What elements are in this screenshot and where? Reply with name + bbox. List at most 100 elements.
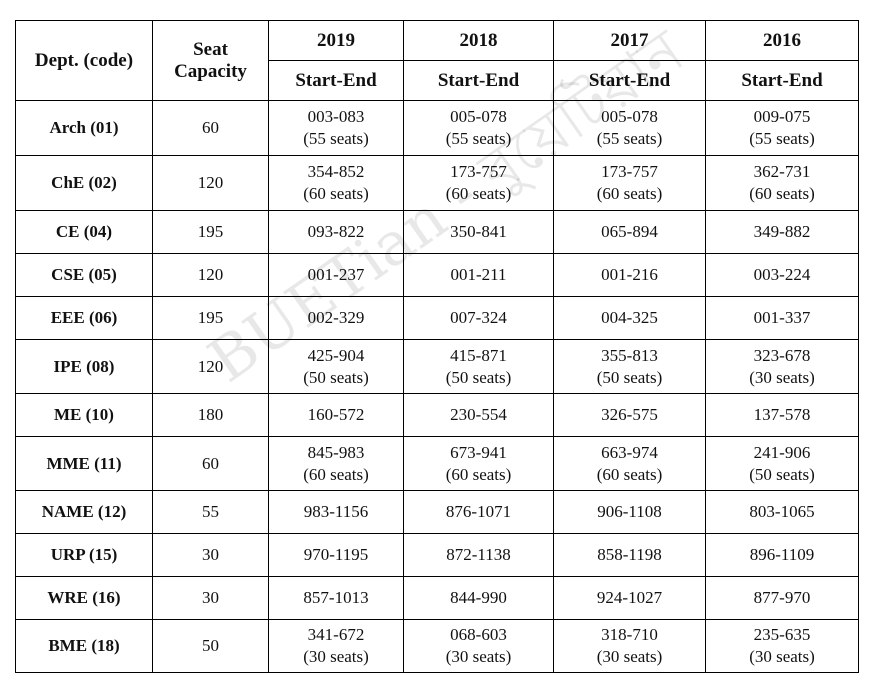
range-cell: 349-882	[705, 210, 859, 254]
range-cell: 001-211	[403, 253, 554, 297]
range-cell: 663-974 (60 seats)	[553, 436, 706, 491]
seat-count: (60 seats)	[596, 184, 663, 203]
range-text: 001-237	[307, 265, 365, 284]
subheader: Start-End	[553, 60, 706, 101]
dept-cell: Arch (01)	[15, 100, 153, 156]
header-row: Dept. (code) Seat Capacity 2019 2018 201…	[15, 20, 859, 101]
range-cell: 354-852 (60 seats)	[268, 155, 404, 211]
range-text: 355-813	[601, 345, 658, 365]
subheader: Start-End	[705, 60, 859, 101]
range-cell: 803-1065	[705, 490, 859, 534]
range-text: 354-852	[307, 162, 365, 181]
seat-count: (60 seats)	[596, 464, 663, 484]
dept-cell: WRE (16)	[15, 576, 153, 620]
range-cell: 230-554	[403, 393, 554, 437]
dept-header: Dept. (code)	[15, 20, 153, 101]
table-row: CSE (05) 120 001-237 001-211 001-216 003-224	[15, 253, 859, 297]
range-text: 663-974	[601, 442, 658, 462]
range-cell: 845-983 (60 seats)	[268, 436, 404, 491]
range-cell: 001-337	[705, 296, 859, 340]
range-text: 065-894	[601, 222, 658, 241]
range-text: 003-083	[307, 107, 365, 126]
range-cell: 009-075 (55 seats)	[705, 100, 859, 156]
table-row: IPE (08) 120 425-904 (50 seats) 415-871 (50 s…	[15, 339, 859, 394]
range-text: 009-075	[753, 107, 811, 126]
range-text: 872-1138	[446, 545, 511, 564]
dept-cell: URP (15)	[15, 533, 153, 577]
range-text: 845-983	[307, 442, 365, 462]
range-cell: 003-224	[705, 253, 859, 297]
seat-count: (60 seats)	[303, 464, 369, 484]
table-row: WRE (16) 30 857-1013 844-990 924-1027 877-970	[15, 576, 859, 620]
range-text: 137-578	[753, 405, 811, 424]
range-cell: 003-083 (55 seats)	[268, 100, 404, 156]
range-cell: 007-324	[403, 296, 554, 340]
dept-cell: MME (11)	[15, 436, 153, 491]
seat-count: (55 seats)	[445, 129, 512, 148]
capacity-cell: 120	[152, 339, 269, 394]
range-text: 857-1013	[303, 588, 369, 607]
cutoff-table: Dept. (code) Seat Capacity 2019 2018 201…	[15, 20, 859, 673]
capacity-cell: 60	[152, 100, 269, 156]
range-text: 349-882	[753, 222, 811, 241]
range-cell: 005-078 (55 seats)	[553, 100, 706, 156]
capacity-header: Seat Capacity	[152, 20, 269, 101]
table-row: ChE (02) 120 354-852 (60 seats) 173-757 (60 s…	[15, 155, 859, 211]
seat-count: (55 seats)	[596, 129, 663, 148]
range-text: 001-337	[753, 308, 811, 327]
table-row: Arch (01) 60 003-083 (55 seats) 005-078 (55 s…	[15, 100, 859, 156]
dept-cell: CE (04)	[15, 210, 153, 254]
seat-count: (60 seats)	[749, 184, 815, 203]
range-cell: 970-1195	[268, 533, 404, 577]
range-text: 415-871	[450, 345, 507, 365]
range-text: 970-1195	[303, 545, 369, 564]
capacity-cell: 60	[152, 436, 269, 491]
capacity-cell: 195	[152, 210, 269, 254]
seat-count: (30 seats)	[749, 647, 815, 666]
seat-count: (50 seats)	[303, 367, 369, 387]
dept-cell: EEE (06)	[15, 296, 153, 340]
subheader: Start-End	[403, 60, 554, 101]
range-text: 924-1027	[596, 588, 663, 607]
range-cell: 906-1108	[553, 490, 706, 534]
range-cell: 355-813 (50 seats)	[553, 339, 706, 394]
capacity-cell: 180	[152, 393, 269, 437]
dept-cell: BME (18)	[15, 619, 153, 673]
subheader-row: Start-End Start-End Start-End Start-End	[16, 60, 859, 101]
range-cell: 323-678 (30 seats)	[705, 339, 859, 394]
range-text: 005-078	[601, 107, 658, 126]
range-text: 876-1071	[445, 502, 512, 521]
seat-count: (50 seats)	[749, 464, 815, 484]
range-cell: 362-731 (60 seats)	[705, 155, 859, 211]
range-text: 160-572	[307, 405, 365, 424]
seat-count: (30 seats)	[303, 647, 369, 666]
seat-count: (30 seats)	[596, 647, 663, 666]
capacity-cell: 120	[152, 155, 269, 211]
range-cell: 858-1198	[553, 533, 706, 577]
dept-cell: CSE (05)	[15, 253, 153, 297]
range-cell: 673-941 (60 seats)	[403, 436, 554, 491]
range-text: 350-841	[450, 222, 507, 241]
range-cell: 326-575	[553, 393, 706, 437]
capacity-cell: 50	[152, 619, 269, 673]
range-cell: 844-990	[403, 576, 554, 620]
range-cell: 876-1071	[403, 490, 554, 534]
table-row: ME (10) 180 160-572 230-554 326-575 137-578	[15, 393, 859, 437]
seat-count: (60 seats)	[445, 464, 512, 484]
seat-count: (50 seats)	[445, 367, 512, 387]
range-cell: 068-603 (30 seats)	[403, 619, 554, 673]
seat-count: (60 seats)	[303, 184, 369, 203]
range-cell: 137-578	[705, 393, 859, 437]
seat-count: (55 seats)	[303, 129, 369, 148]
range-text: 235-635	[753, 625, 811, 644]
range-cell: 093-822	[268, 210, 404, 254]
range-text: 007-324	[450, 308, 507, 327]
range-text: 896-1109	[749, 545, 815, 564]
year-header: 2018	[403, 20, 554, 61]
year-header: 2019	[268, 20, 404, 61]
range-cell: 241-906 (50 seats)	[705, 436, 859, 491]
range-text: 425-904	[307, 345, 365, 365]
range-cell: 001-237	[268, 253, 404, 297]
range-text: 673-941	[450, 442, 507, 462]
